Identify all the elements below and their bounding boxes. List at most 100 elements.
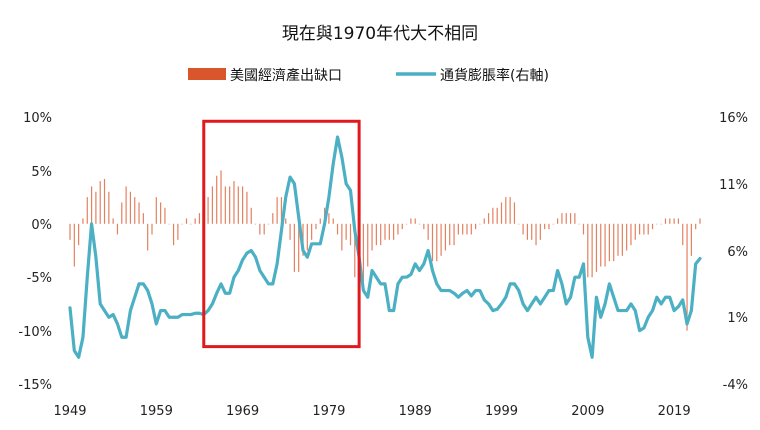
output-gap-bar: [492, 207, 494, 224]
output-gap-bar: [211, 186, 213, 224]
output-gap-bar: [630, 223, 632, 246]
legend: 美國經濟產出缺口 通貨膨脹率(右軸): [188, 67, 549, 84]
output-gap-bar: [436, 223, 438, 262]
right-tick-label: 11%: [719, 178, 748, 193]
output-gap-bar: [185, 218, 188, 224]
output-gap-bar: [462, 223, 464, 235]
output-gap-bar: [397, 223, 399, 235]
x-tick-label: 1999: [485, 404, 518, 419]
output-gap-bar: [682, 223, 684, 246]
output-gap-bar: [349, 223, 352, 246]
output-gap-bar: [371, 223, 373, 251]
output-gap-bar: [673, 218, 675, 224]
output-gap-bar: [78, 223, 80, 246]
output-gap-bar: [591, 223, 593, 278]
output-gap-bar: [367, 223, 369, 267]
output-gap-bar: [306, 223, 308, 251]
output-gap-bar: [263, 223, 265, 235]
output-gap-bar: [479, 223, 481, 225]
left-tick-label: -15%: [18, 378, 52, 393]
output-gap-bar: [155, 197, 157, 224]
output-gap-bar: [500, 202, 503, 224]
output-gap-bar: [664, 218, 667, 224]
output-gap-bar: [604, 223, 606, 267]
output-gap-bar: [332, 218, 334, 224]
right-tick-label: 6%: [727, 245, 748, 260]
output-gap-bar: [220, 170, 222, 224]
output-gap-bar: [569, 213, 572, 224]
output-gap-bar: [82, 218, 84, 224]
output-gap-bar: [444, 223, 447, 251]
right-tick-label: 1%: [727, 311, 748, 326]
output-gap-bar: [565, 213, 567, 224]
output-gap-bar: [608, 223, 610, 262]
output-gap-bar: [677, 218, 680, 224]
output-gap-bar: [207, 197, 209, 224]
output-gap-bar: [483, 218, 485, 224]
output-gap-bar: [643, 223, 645, 235]
output-gap-bar: [578, 223, 580, 225]
left-tick-label: -10%: [18, 325, 52, 340]
output-gap-bar: [298, 223, 300, 272]
output-gap-bar: [440, 223, 442, 256]
output-gap-bar: [552, 223, 554, 225]
output-gap-bar: [621, 223, 623, 256]
x-tick-label: 1989: [399, 404, 432, 419]
output-gap-bar: [311, 223, 313, 240]
output-gap-bar: [250, 207, 252, 224]
output-gap-bar: [405, 223, 408, 225]
output-gap-bar: [518, 223, 520, 225]
output-gap-bar: [557, 218, 559, 224]
output-gap-bar: [410, 218, 412, 224]
output-gap-bar: [466, 223, 468, 235]
output-gap-bar: [380, 223, 382, 246]
output-gap-bar: [267, 223, 270, 225]
output-gap-bar: [388, 223, 390, 240]
output-gap-bar: [418, 223, 421, 225]
output-gap-bar: [86, 197, 88, 224]
left-axis-ticks: 10% 5% 0% -5% -10% -15%: [18, 111, 52, 393]
output-gap-bar: [116, 223, 119, 235]
output-gap-bar: [246, 191, 248, 224]
output-gap-bar: [539, 223, 541, 240]
output-gap-bar: [229, 186, 231, 224]
output-gap-bar: [535, 223, 537, 246]
output-gap-bar: [457, 223, 459, 235]
output-gap-bar: [660, 223, 662, 225]
output-gap-bar: [112, 218, 114, 224]
output-gap-bar: [315, 223, 317, 230]
output-gap-bar: [90, 186, 93, 224]
output-gap-bar: [470, 223, 472, 235]
output-gap-bar: [285, 218, 287, 224]
output-gap-bar: [198, 213, 201, 224]
output-gap-bar: [73, 223, 75, 267]
output-gap-bar: [505, 197, 507, 224]
right-axis-ticks: 16% 11% 6% 1% -4%: [719, 111, 748, 393]
output-gap-bar: [336, 223, 339, 235]
output-gap-bar: [600, 223, 602, 267]
left-tick-label: -5%: [27, 271, 52, 286]
output-gap-bar: [384, 223, 386, 240]
output-gap-bar: [496, 207, 498, 224]
left-tick-label: 5%: [31, 165, 52, 180]
output-gap-bar: [172, 223, 175, 246]
output-gap-bar: [587, 223, 589, 278]
output-gap-bar: [487, 213, 490, 224]
left-tick-label: 0%: [31, 218, 52, 233]
output-gap-bar: [582, 223, 585, 235]
output-gap-bar: [147, 223, 149, 251]
output-gap-bar: [686, 223, 688, 331]
output-gap-bar: [449, 223, 451, 246]
output-gap-bar: [276, 197, 278, 224]
output-gap-bar: [526, 223, 528, 240]
legend-label-output-gap: 美國經濟產出缺口: [230, 67, 342, 84]
output-gap-bar: [634, 223, 636, 240]
output-gap-bar: [142, 213, 144, 224]
output-gap-bar: [638, 223, 641, 235]
output-gap-bar: [99, 181, 101, 224]
output-gap-bar: [177, 223, 179, 240]
output-gap-bar: [69, 223, 71, 240]
output-gap-bar: [233, 181, 235, 224]
output-gap-bar: [289, 223, 291, 240]
